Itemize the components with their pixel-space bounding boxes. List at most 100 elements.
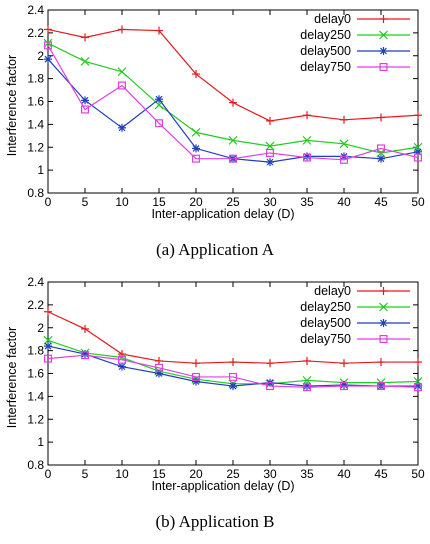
- data-point-delay750: [340, 382, 349, 391]
- y-axis-label: Interference factor: [5, 55, 19, 156]
- legend-marker-delay500: [379, 319, 388, 327]
- x-tick-label: 35: [300, 467, 314, 481]
- data-point-delay250: [302, 135, 312, 145]
- legend: delay0 delay250 delay500 delay750: [300, 284, 410, 346]
- legend-label-delay500: delay500: [300, 316, 351, 330]
- y-tick-label: 1.4: [27, 389, 44, 403]
- data-point-delay0: [192, 359, 200, 368]
- series-line-delay500: [47, 58, 419, 163]
- data-point-delay0: [192, 70, 200, 79]
- y-axis-label: Interference factor: [5, 327, 19, 428]
- chart-panel-application-b: 0 5 10 15 20 25 30 35 40 45 50 0.8 1 1.2 1.4 1.6 1.8 2 2.2…: [0, 272, 430, 544]
- data-point-delay750: [340, 155, 349, 164]
- data-point-delay750: [303, 383, 312, 392]
- legend-marker-delay250: [379, 30, 388, 40]
- data-point-delay750: [192, 154, 201, 163]
- y-tick-label: 1.6: [27, 367, 44, 381]
- chart-application-b: 0 5 10 15 20 25 30 35 40 45 50 0.8 1 1.2 1.4 1.6 1.8 2 2.2…: [5, 275, 425, 493]
- legend-marker-delay750: [379, 62, 388, 71]
- data-point-delay750: [414, 153, 423, 162]
- y-tick-label: 2.2: [27, 298, 44, 312]
- data-point-delay0: [266, 116, 274, 125]
- x-tick-label: 0: [45, 195, 52, 209]
- x-tick-label: 45: [374, 467, 388, 481]
- x-tick-label: 15: [152, 467, 166, 481]
- data-point-delay750: [80, 105, 89, 114]
- data-point-delay0: [377, 358, 385, 367]
- x-tick-label: 20: [189, 195, 203, 209]
- data-point-delay750: [192, 372, 201, 381]
- legend-label-delay250: delay250: [300, 300, 351, 314]
- data-point-delay0: [81, 33, 89, 42]
- x-tick-label: 50: [411, 467, 425, 481]
- data-point-delay0: [229, 98, 237, 107]
- data-point-delay500: [81, 96, 89, 105]
- series-delay0: [44, 307, 422, 368]
- legend-label-delay0: delay0: [314, 12, 351, 26]
- data-point-delay0: [414, 111, 422, 120]
- y-tick-label: 2: [37, 321, 44, 335]
- y-tick-label: 1.2: [27, 412, 44, 426]
- y-tick-label: 1.6: [27, 95, 44, 109]
- chart-application-a: 0 5 10 15 20 25 30 35 40 45 50 0.8 1 1.2 1.4 1.6 1.8 2 2.2…: [5, 3, 425, 221]
- data-point-delay0: [229, 358, 237, 367]
- data-point-delay250: [43, 38, 53, 48]
- series-delay0: [44, 25, 422, 125]
- y-tick-label: 1.8: [27, 344, 44, 358]
- x-tick-label: 25: [226, 467, 240, 481]
- y-tick-label: 2.2: [27, 26, 44, 40]
- data-point-delay500: [377, 154, 385, 163]
- x-tick-label: 5: [82, 467, 89, 481]
- data-point-delay750: [155, 119, 164, 128]
- data-point-delay750: [303, 153, 312, 162]
- x-tick-label: 25: [226, 195, 240, 209]
- legend-label-delay750: delay750: [300, 60, 351, 74]
- data-point-delay0: [266, 359, 274, 368]
- data-point-delay500: [44, 342, 52, 351]
- data-point-delay750: [414, 383, 423, 392]
- data-point-delay500: [192, 144, 200, 153]
- data-point-delay500: [118, 123, 126, 132]
- caption-application-a: (a) Application A: [155, 240, 275, 259]
- y-tick-label: 2: [37, 49, 44, 63]
- legend-marker-delay500: [379, 47, 388, 55]
- series-delay750: [43, 351, 423, 392]
- x-tick-label: 20: [189, 467, 203, 481]
- x-tick-label: 40: [337, 467, 351, 481]
- y-tick-label: 0.8: [27, 186, 44, 200]
- data-point-delay250: [339, 139, 349, 149]
- data-point-delay0: [44, 25, 52, 34]
- data-point-delay750: [80, 351, 89, 360]
- data-point-delay500: [155, 95, 163, 104]
- legend-label-delay0: delay0: [314, 284, 351, 298]
- data-point-delay750: [266, 148, 275, 157]
- x-tick-label: 50: [411, 195, 425, 209]
- y-tick-label: 1.4: [27, 117, 44, 131]
- data-point-delay0: [118, 25, 126, 34]
- legend-label-delay500: delay500: [300, 44, 351, 58]
- y-tick-label: 0.8: [27, 458, 44, 472]
- legend-label-delay750: delay750: [300, 332, 351, 346]
- y-tick-label: 2.4: [27, 3, 44, 17]
- data-point-delay500: [229, 382, 237, 391]
- data-point-delay0: [155, 356, 163, 365]
- x-tick-label: 40: [337, 195, 351, 209]
- data-point-delay750: [229, 372, 238, 381]
- x-tick-label: 10: [115, 467, 129, 481]
- data-point-delay0: [377, 113, 385, 122]
- x-tick-label: 15: [152, 195, 166, 209]
- series-line-delay750: [47, 354, 419, 388]
- x-tick-label: 5: [82, 195, 89, 209]
- y-tick-label: 1: [37, 163, 44, 177]
- legend: delay0 delay250 delay500 delay750: [300, 12, 410, 74]
- data-point-delay0: [414, 358, 422, 367]
- legend-marker-delay250: [379, 302, 388, 312]
- data-point-delay750: [43, 354, 52, 363]
- data-point-delay250: [265, 141, 275, 151]
- data-point-delay750: [229, 154, 238, 163]
- data-point-delay250: [80, 57, 90, 66]
- data-point-delay0: [81, 324, 89, 333]
- data-point-delay750: [117, 81, 126, 90]
- series-line-delay0: [47, 28, 419, 122]
- data-point-delay750: [377, 382, 386, 391]
